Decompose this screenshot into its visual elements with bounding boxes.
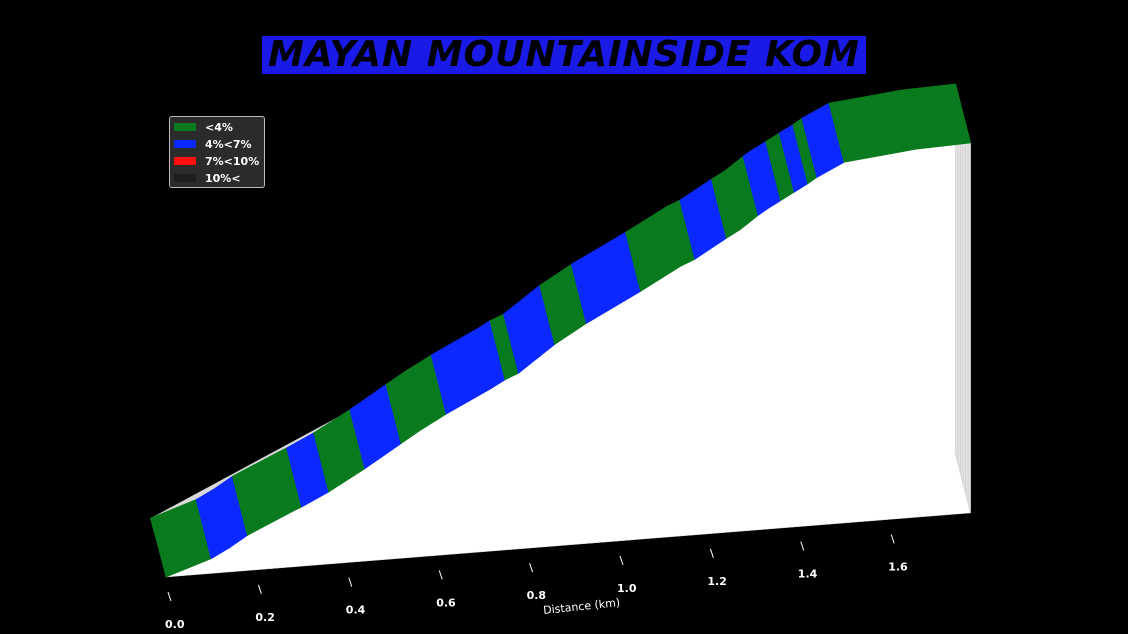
x-tick-mark <box>890 534 895 544</box>
x-tick-label: 0.4 <box>346 604 366 617</box>
x-tick-mark <box>619 555 624 566</box>
x-tick-mark <box>257 584 262 594</box>
legend-label-4to7: 4%<7% <box>205 137 252 151</box>
legend-swatch-4to7 <box>174 140 196 148</box>
x-tick-label: 0.8 <box>527 589 547 602</box>
legend: <4% 4%<7% 7%<10% 10%< <box>169 116 265 188</box>
ribbon-start-face <box>150 508 181 577</box>
legend-label-gt10: 10%< <box>205 171 241 185</box>
legend-swatch-gt10 <box>174 174 196 182</box>
legend-swatch-lt4 <box>174 123 196 131</box>
gradient-bands <box>150 83 972 578</box>
x-tick-mark <box>167 591 172 602</box>
legend-item-lt4: <4% <box>174 120 233 134</box>
x-tick-mark <box>800 541 805 551</box>
x-tick-mark <box>438 570 443 580</box>
x-axis-ticks: 0.0 0.2 0.4 0.6 0.8 1.0 1.2 1.4 1.6 <box>165 534 908 631</box>
gradient-band-segment <box>900 83 972 150</box>
legend-item-gt10: 10%< <box>174 171 241 185</box>
legend-label-lt4: <4% <box>205 120 233 134</box>
x-axis-label: Distance (km) <box>543 596 621 617</box>
x-tick-label: 1.2 <box>707 575 727 588</box>
chart-title-wrapper: MAYAN MOUNTAINSIDE KOM <box>0 36 1128 74</box>
legend-item-7to10: 7%<10% <box>174 154 260 168</box>
x-tick-mark <box>348 577 353 587</box>
x-tick-label: 0.6 <box>436 596 456 609</box>
legend-swatch-7to10 <box>174 157 196 165</box>
legend-item-4to7: 4%<7% <box>174 137 252 151</box>
x-tick-label: 1.0 <box>617 582 637 595</box>
legend-label-7to10: 7%<10% <box>205 154 260 168</box>
x-tick-label: 0.2 <box>255 611 275 624</box>
x-tick-label: 0.0 <box>165 618 185 631</box>
chart-title: MAYAN MOUNTAINSIDE KOM <box>262 36 866 74</box>
x-tick-mark <box>709 548 714 558</box>
x-tick-label: 1.6 <box>888 560 908 573</box>
x-tick-mark <box>529 563 534 573</box>
x-tick-label: 1.4 <box>798 568 818 581</box>
